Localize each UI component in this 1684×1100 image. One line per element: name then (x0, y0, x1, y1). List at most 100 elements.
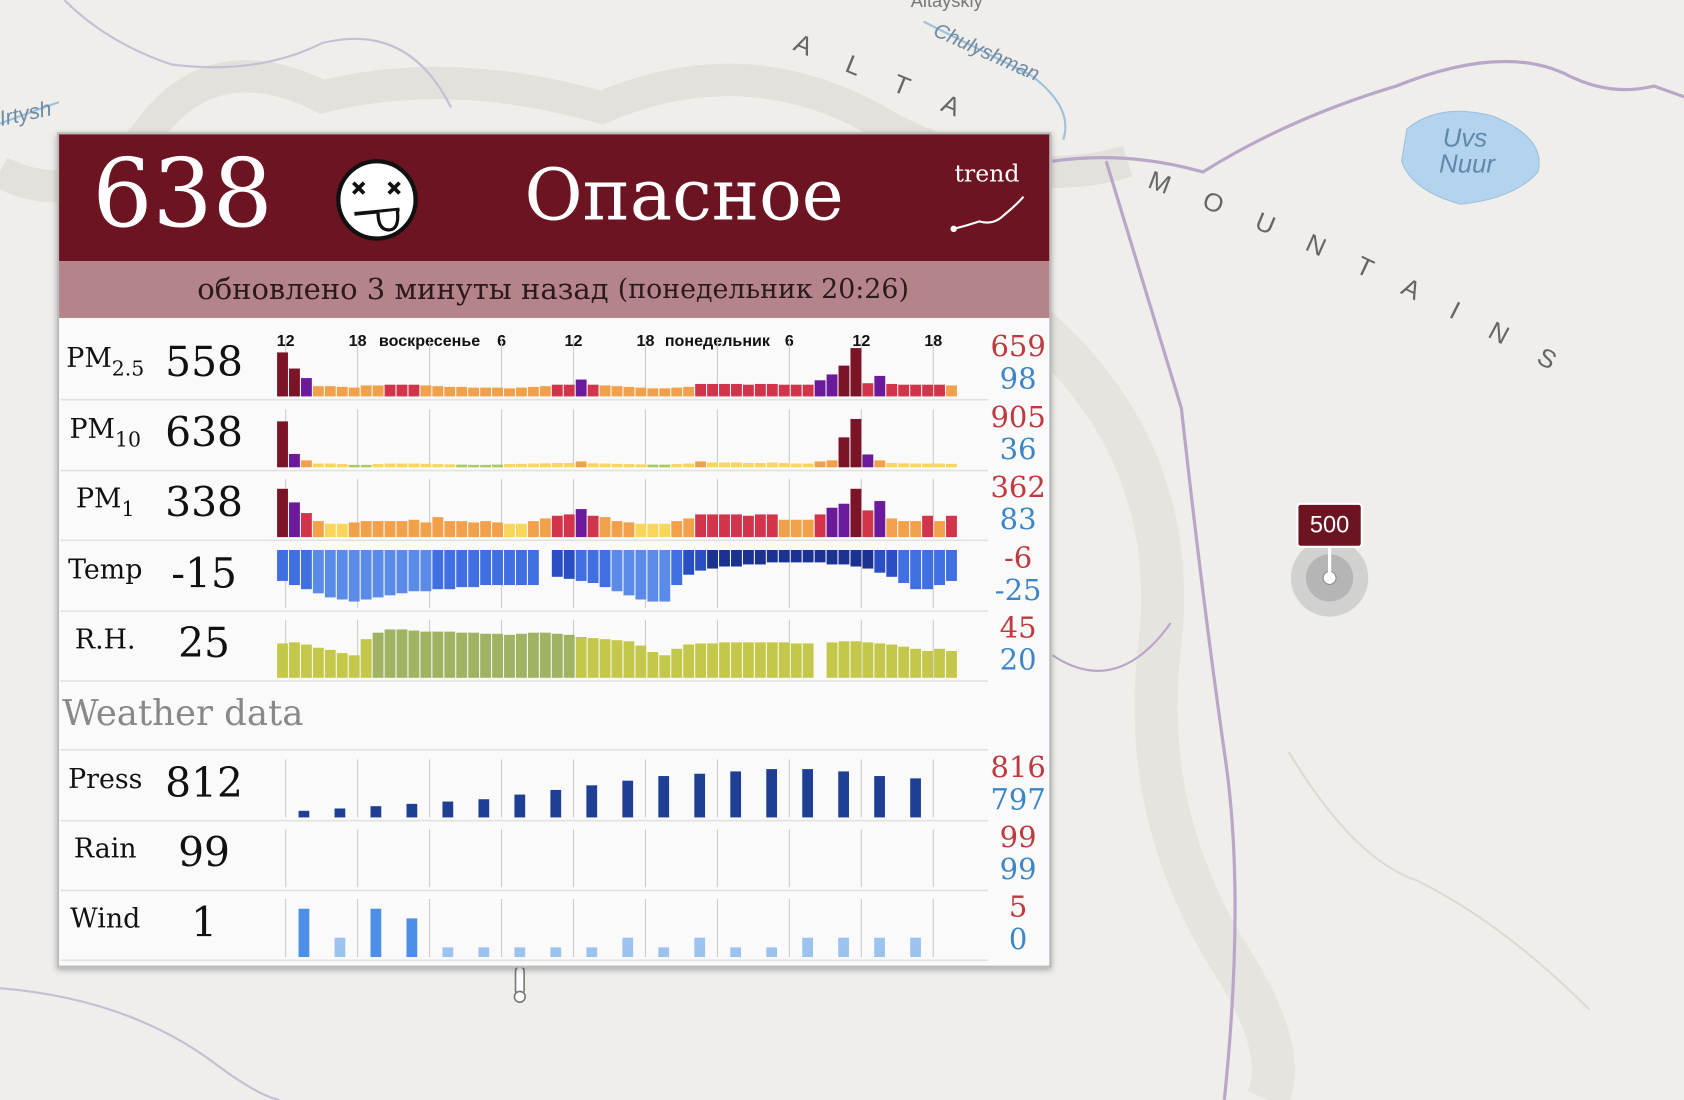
bar (298, 908, 310, 958)
bar (742, 642, 754, 678)
bar (826, 550, 838, 565)
bar (587, 463, 599, 468)
weather-title: Weather data (62, 693, 303, 734)
row-max: 659 (990, 329, 1045, 363)
bar (719, 462, 730, 468)
row-label: PM2.5 (66, 343, 144, 380)
row-max: 816 (990, 750, 1045, 784)
bar (635, 523, 647, 538)
bar (802, 463, 814, 468)
bar (874, 375, 886, 397)
bar (683, 518, 695, 538)
bar (874, 501, 886, 538)
bar (324, 649, 336, 678)
bar (277, 550, 288, 581)
marker-dot (1322, 570, 1337, 585)
bar (790, 384, 802, 397)
bar (694, 773, 706, 818)
bar (838, 550, 850, 565)
bar (384, 521, 396, 538)
bar (277, 421, 288, 468)
bar (396, 550, 408, 594)
bar (671, 387, 683, 397)
row-value: 1 (191, 898, 217, 946)
bar (694, 937, 706, 958)
bar (527, 632, 539, 678)
bar (659, 388, 671, 397)
bar (623, 641, 635, 678)
bar (444, 521, 456, 538)
bar (623, 522, 635, 538)
bar (539, 463, 551, 468)
bar (599, 550, 611, 588)
bar (719, 514, 730, 538)
bar (348, 550, 360, 602)
bar (658, 947, 670, 958)
bar (551, 515, 563, 538)
bar (707, 462, 719, 468)
bar (862, 510, 874, 538)
bar (563, 384, 575, 397)
bar (790, 643, 802, 678)
row-max: 5 (1009, 890, 1027, 924)
bar (551, 633, 563, 678)
bar (814, 514, 826, 538)
bar (480, 633, 492, 678)
bar (300, 378, 312, 397)
bar (599, 385, 611, 397)
bar (826, 374, 838, 397)
bar (886, 383, 898, 397)
row-value: 338 (165, 478, 243, 526)
trend-label[interactable]: trend (954, 160, 1019, 188)
bar (300, 644, 312, 678)
bar (527, 550, 539, 586)
bar (683, 644, 695, 678)
bar (468, 387, 480, 397)
row-label-sub: 10 (115, 427, 141, 451)
bar (910, 778, 921, 818)
bar (766, 642, 778, 678)
row-max: -6 (1004, 541, 1032, 575)
bar (623, 386, 635, 397)
bar (420, 522, 432, 538)
row-label-name: Wind (70, 904, 140, 935)
bar (659, 523, 671, 538)
updated-text: обновлено 3 минуты назад (понедельник 20… (197, 272, 909, 306)
bar (516, 463, 527, 468)
bar (635, 645, 647, 678)
bar (277, 352, 288, 397)
bar (778, 519, 790, 538)
bar (826, 460, 838, 468)
bar (372, 385, 384, 397)
bar (420, 385, 432, 397)
bar (826, 642, 838, 678)
updated-ago: обновлено 3 минуты назад (197, 272, 608, 306)
bar (587, 638, 599, 678)
bar (587, 384, 599, 397)
bar (539, 386, 551, 397)
bar (336, 386, 348, 397)
bar (468, 522, 480, 538)
bar (659, 550, 671, 602)
bar (802, 769, 814, 818)
bar (300, 460, 312, 468)
bar (766, 769, 778, 818)
bar (432, 464, 444, 468)
bar (348, 655, 360, 678)
bar (922, 550, 934, 590)
bar (934, 550, 945, 586)
bar (874, 550, 886, 573)
bar (814, 550, 826, 563)
row-max: 45 (1000, 610, 1037, 644)
bar (384, 629, 396, 678)
bar (599, 463, 611, 468)
bar (348, 464, 360, 468)
station-marker[interactable]: 500 (1290, 502, 1369, 617)
trend-sparkline[interactable] (953, 195, 1025, 230)
row-label: Wind (70, 904, 140, 935)
bar (838, 771, 849, 818)
bar (898, 550, 910, 583)
bar (731, 462, 742, 468)
bar (336, 523, 348, 538)
